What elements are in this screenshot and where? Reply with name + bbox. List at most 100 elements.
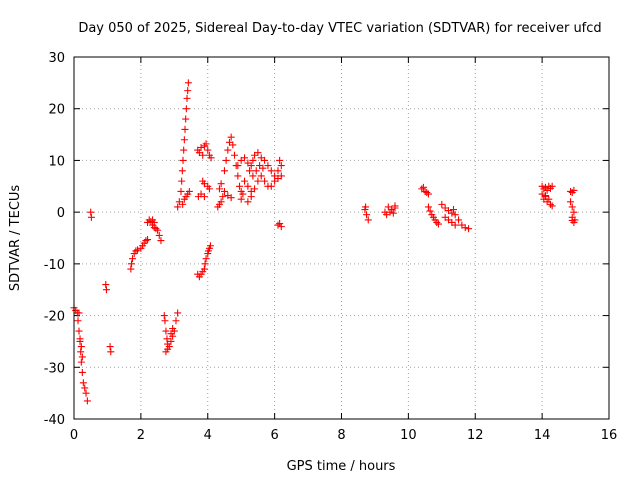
data-point: [276, 220, 284, 228]
data-point: [241, 154, 249, 162]
x-tick-label: 4: [204, 428, 212, 443]
data-point: [183, 94, 191, 102]
data-point: [184, 79, 192, 87]
data-point: [461, 224, 469, 232]
data-point: [201, 260, 209, 268]
data-point: [129, 255, 137, 263]
data-point: [548, 182, 556, 190]
data-point: [568, 216, 576, 224]
data-point: [220, 167, 228, 175]
data-point: [197, 144, 205, 151]
data-point: [234, 172, 242, 180]
data-point: [178, 177, 186, 185]
data-point: [545, 195, 553, 203]
data-point: [237, 195, 245, 203]
data-point: [152, 225, 160, 233]
data-point: [154, 226, 162, 234]
data-point: [244, 198, 252, 206]
data-point: [465, 225, 473, 233]
y-tick-label: 0: [57, 206, 65, 221]
data-point: [82, 389, 90, 397]
data-point: [132, 247, 140, 255]
x-tick-label: 6: [270, 428, 278, 443]
data-point: [77, 343, 85, 351]
data-point: [180, 136, 188, 144]
data-point: [77, 348, 85, 356]
data-point: [567, 187, 575, 195]
series-track-14: [361, 203, 372, 224]
data-point: [79, 379, 87, 387]
y-tick-label: -30: [44, 361, 65, 376]
y-tick-label: -40: [44, 413, 65, 428]
data-point: [83, 397, 91, 405]
data-point: [174, 309, 182, 317]
data-point: [426, 207, 434, 215]
data-point: [264, 162, 272, 170]
data-point: [128, 260, 136, 268]
x-tick-label: 0: [70, 428, 78, 443]
data-point: [424, 203, 432, 211]
data-point: [261, 156, 269, 164]
data-point: [247, 193, 255, 201]
data-point: [249, 172, 257, 180]
data-point: [227, 133, 235, 141]
data-point: [546, 200, 554, 208]
data-point: [251, 185, 259, 193]
plot-frame: [73, 56, 610, 420]
data-point: [219, 193, 227, 201]
data-point: [257, 172, 265, 180]
data-point: [150, 218, 158, 226]
data-point: [389, 209, 397, 217]
data-point: [261, 177, 269, 185]
axis-ticks: 0 2 4 6 8 10 12 14 16 -40 -30 -20 -10 0 10 20 30: [44, 51, 618, 443]
data-point: [244, 182, 252, 190]
data-point: [570, 208, 578, 216]
data-point: [448, 209, 456, 217]
data-point: [246, 167, 254, 175]
series-track-4: [106, 343, 115, 356]
data-point: [74, 317, 82, 325]
data-point: [276, 156, 284, 164]
x-tick-label: 12: [467, 428, 484, 443]
data-point: [215, 185, 223, 193]
data-point: [541, 192, 549, 200]
x-axis-label: GPS time / hours: [287, 459, 396, 474]
data-point: [87, 213, 95, 221]
data-point: [254, 149, 262, 157]
data-point: [165, 343, 173, 351]
x-tick-label: 10: [400, 428, 417, 443]
data-point: [267, 182, 275, 190]
data-points: [70, 79, 579, 405]
series-track-16: [418, 183, 442, 228]
y-tick-label: -10: [44, 258, 65, 273]
data-point: [267, 167, 275, 175]
data-point: [231, 151, 238, 159]
data-point: [75, 309, 83, 317]
data-point: [274, 167, 282, 175]
data-point: [162, 327, 170, 335]
data-point: [160, 312, 168, 320]
data-point: [172, 317, 180, 325]
data-point: [144, 236, 152, 244]
series-track-3: [102, 281, 110, 294]
data-point: [224, 146, 232, 154]
data-point: [227, 194, 235, 202]
data-point: [102, 281, 110, 289]
data-point: [419, 183, 427, 191]
series-track-17: [438, 200, 473, 233]
data-point: [163, 335, 171, 343]
data-point: [134, 246, 142, 254]
data-point: [202, 140, 210, 148]
data-point: [254, 177, 262, 185]
data-point: [386, 208, 394, 216]
y-tick-label: -20: [44, 310, 65, 325]
x-tick-label: 2: [137, 428, 145, 443]
data-point: [451, 211, 459, 219]
data-point: [423, 188, 431, 196]
data-point: [424, 190, 432, 198]
data-point: [205, 185, 213, 193]
series-track-13: [274, 220, 285, 231]
data-point: [75, 327, 83, 335]
data-point: [274, 221, 282, 229]
